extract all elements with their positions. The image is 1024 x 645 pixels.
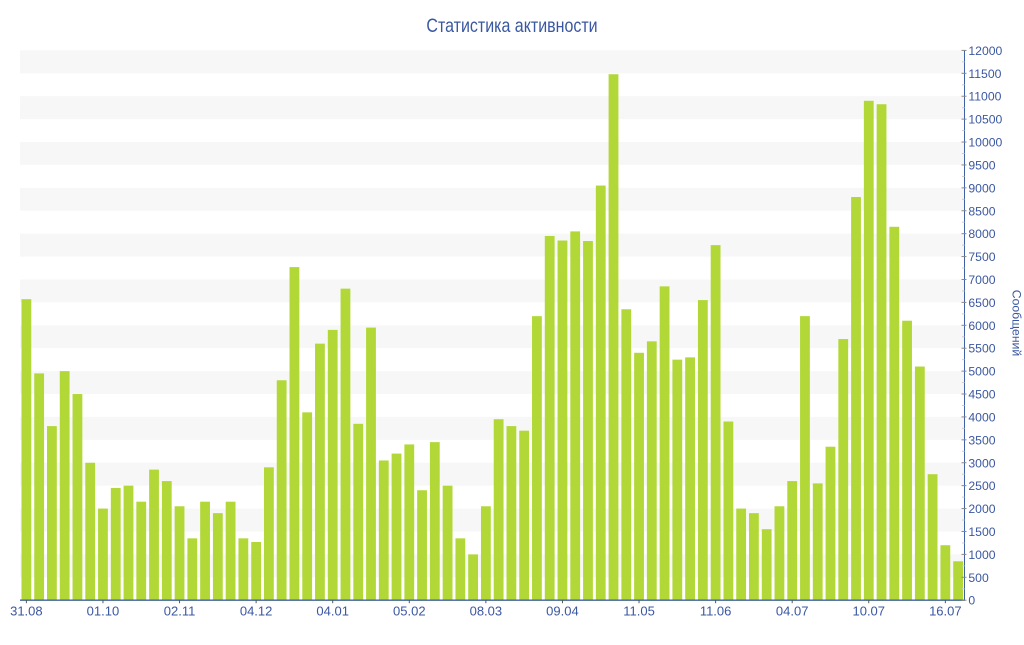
svg-text:02.11: 02.11: [164, 603, 196, 618]
svg-text:1000: 1000: [968, 548, 995, 562]
svg-text:04.01: 04.01: [316, 603, 349, 618]
svg-text:11000: 11000: [968, 90, 1001, 104]
svg-text:500: 500: [968, 571, 989, 585]
svg-text:8000: 8000: [968, 227, 995, 241]
svg-text:4500: 4500: [968, 388, 995, 402]
svg-text:9500: 9500: [968, 158, 995, 172]
svg-text:10.07: 10.07: [852, 603, 885, 618]
svg-text:04.12: 04.12: [240, 603, 273, 618]
svg-text:08.03: 08.03: [470, 603, 503, 618]
svg-text:16.07: 16.07: [929, 603, 962, 618]
svg-text:Сообщений: Сообщений: [1010, 290, 1024, 356]
svg-text:10000: 10000: [968, 136, 1002, 150]
svg-text:9000: 9000: [968, 181, 995, 195]
svg-text:05.02: 05.02: [393, 603, 426, 618]
svg-text:5000: 5000: [968, 365, 995, 379]
svg-text:11.05: 11.05: [623, 603, 655, 618]
svg-text:2000: 2000: [968, 502, 995, 516]
svg-text:1500: 1500: [968, 525, 995, 539]
svg-text:3500: 3500: [968, 433, 995, 447]
svg-text:7000: 7000: [968, 273, 995, 287]
svg-text:10500: 10500: [968, 113, 1002, 127]
svg-text:0: 0: [968, 594, 975, 608]
svg-text:6500: 6500: [968, 296, 995, 310]
svg-text:6000: 6000: [968, 319, 995, 333]
svg-text:3000: 3000: [968, 456, 995, 470]
svg-text:09.04: 09.04: [546, 603, 579, 618]
svg-text:01.10: 01.10: [87, 603, 120, 618]
svg-text:7500: 7500: [968, 250, 995, 264]
svg-text:2500: 2500: [968, 479, 995, 493]
svg-text:11500: 11500: [968, 67, 1001, 81]
svg-text:04.07: 04.07: [776, 603, 809, 618]
svg-text:31.08: 31.08: [10, 603, 43, 618]
svg-text:Статистика активности: Статистика активности: [426, 15, 597, 37]
svg-text:11.06: 11.06: [700, 603, 732, 618]
svg-text:12000: 12000: [968, 44, 1002, 58]
svg-text:5500: 5500: [968, 342, 995, 356]
svg-text:8500: 8500: [968, 204, 995, 218]
svg-text:4000: 4000: [968, 410, 995, 424]
